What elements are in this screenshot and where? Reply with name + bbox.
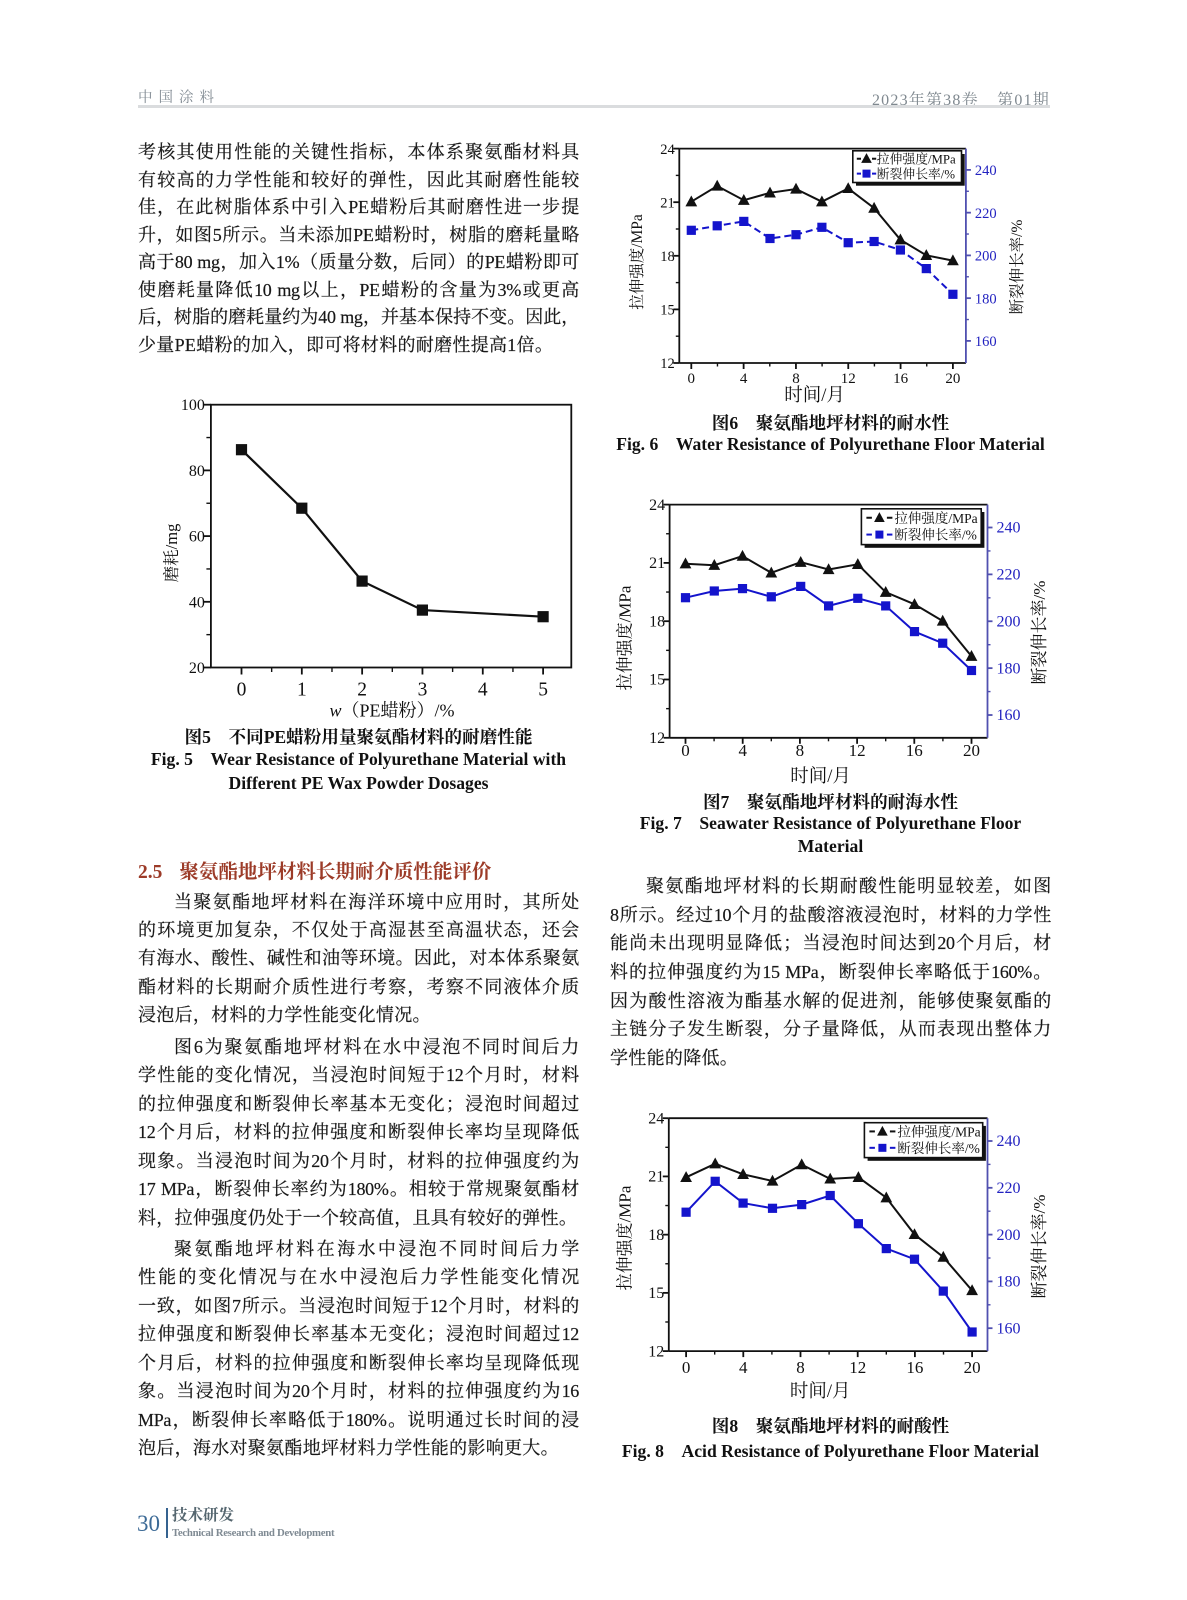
svg-text:0: 0 bbox=[237, 680, 247, 701]
svg-text:拉伸强度/MPa: 拉伸强度/MPa bbox=[897, 1123, 980, 1139]
svg-text:4: 4 bbox=[739, 1358, 748, 1377]
svg-text:8: 8 bbox=[796, 1358, 805, 1377]
svg-text:1: 1 bbox=[297, 680, 307, 701]
svg-text:2: 2 bbox=[357, 680, 367, 701]
svg-text:磨耗/mg: 磨耗/mg bbox=[162, 524, 181, 583]
svg-text:20: 20 bbox=[964, 1358, 981, 1377]
svg-text:200: 200 bbox=[997, 1227, 1021, 1244]
svg-text:21: 21 bbox=[660, 195, 675, 211]
svg-text:0: 0 bbox=[682, 1358, 691, 1377]
svg-text:0: 0 bbox=[688, 371, 696, 387]
svg-text:12: 12 bbox=[648, 1343, 664, 1360]
svg-text:断裂伸长率/%: 断裂伸长率/% bbox=[1008, 220, 1026, 315]
svg-text:4: 4 bbox=[740, 371, 748, 387]
svg-text:21: 21 bbox=[649, 555, 665, 572]
svg-text:21: 21 bbox=[648, 1169, 664, 1186]
svg-text:12: 12 bbox=[660, 356, 675, 372]
svg-text:0: 0 bbox=[681, 741, 690, 760]
svg-text:拉伸强度/MPa: 拉伸强度/MPa bbox=[628, 214, 646, 310]
svg-text:240: 240 bbox=[997, 520, 1021, 537]
svg-text:12: 12 bbox=[841, 371, 856, 387]
svg-text:4: 4 bbox=[738, 741, 747, 760]
svg-text:100: 100 bbox=[181, 397, 205, 414]
svg-text:220: 220 bbox=[997, 1180, 1021, 1197]
svg-text:180: 180 bbox=[997, 660, 1021, 677]
svg-text:16: 16 bbox=[893, 371, 909, 387]
svg-text:20: 20 bbox=[963, 741, 980, 760]
svg-text:240: 240 bbox=[997, 1133, 1021, 1150]
svg-text:24: 24 bbox=[649, 497, 665, 514]
svg-text:w（PE蜡粉）/%: w（PE蜡粉）/% bbox=[329, 701, 454, 721]
svg-text:220: 220 bbox=[975, 206, 997, 222]
svg-text:断裂伸长率/%: 断裂伸长率/% bbox=[1030, 1195, 1049, 1299]
svg-text:12: 12 bbox=[649, 730, 665, 747]
svg-text:断裂伸长率/%: 断裂伸长率/% bbox=[894, 527, 977, 543]
svg-text:4: 4 bbox=[478, 680, 488, 701]
svg-text:18: 18 bbox=[648, 1227, 664, 1244]
svg-text:18: 18 bbox=[649, 613, 665, 630]
svg-text:时间/月: 时间/月 bbox=[790, 766, 851, 787]
svg-text:16: 16 bbox=[906, 1358, 923, 1377]
svg-text:18: 18 bbox=[660, 249, 675, 265]
svg-text:40: 40 bbox=[189, 594, 205, 611]
svg-text:时间/月: 时间/月 bbox=[784, 385, 845, 406]
svg-text:拉伸强度/MPa: 拉伸强度/MPa bbox=[616, 585, 635, 690]
svg-text:12: 12 bbox=[849, 741, 866, 760]
svg-text:15: 15 bbox=[649, 672, 665, 689]
svg-text:80: 80 bbox=[189, 463, 205, 480]
svg-text:8: 8 bbox=[792, 371, 800, 387]
svg-text:20: 20 bbox=[189, 660, 205, 677]
svg-text:时间/月: 时间/月 bbox=[790, 1381, 851, 1402]
svg-text:拉伸强度/MPa: 拉伸强度/MPa bbox=[877, 152, 956, 167]
svg-text:断裂伸长率/%: 断裂伸长率/% bbox=[877, 167, 956, 182]
svg-text:240: 240 bbox=[975, 163, 997, 179]
svg-text:200: 200 bbox=[975, 249, 997, 265]
svg-text:15: 15 bbox=[660, 303, 675, 319]
svg-text:12: 12 bbox=[849, 1358, 866, 1377]
svg-text:60: 60 bbox=[189, 529, 205, 546]
svg-text:断裂伸长率/%: 断裂伸长率/% bbox=[897, 1140, 980, 1156]
svg-text:220: 220 bbox=[997, 567, 1021, 584]
svg-text:15: 15 bbox=[648, 1285, 664, 1302]
svg-text:160: 160 bbox=[997, 1320, 1021, 1337]
svg-text:8: 8 bbox=[796, 741, 805, 760]
svg-text:160: 160 bbox=[975, 334, 997, 350]
svg-text:16: 16 bbox=[906, 741, 923, 760]
svg-text:20: 20 bbox=[945, 371, 960, 387]
svg-text:24: 24 bbox=[660, 142, 675, 158]
svg-text:断裂伸长率/%: 断裂伸长率/% bbox=[1030, 581, 1049, 685]
svg-text:拉伸强度/MPa: 拉伸强度/MPa bbox=[894, 510, 977, 526]
svg-text:24: 24 bbox=[648, 1110, 664, 1127]
svg-text:200: 200 bbox=[997, 613, 1021, 630]
svg-text:5: 5 bbox=[538, 680, 548, 701]
svg-text:180: 180 bbox=[975, 291, 997, 307]
svg-text:180: 180 bbox=[997, 1274, 1021, 1291]
svg-text:3: 3 bbox=[418, 680, 428, 701]
svg-text:160: 160 bbox=[997, 707, 1021, 724]
svg-text:拉伸强度/MPa: 拉伸强度/MPa bbox=[616, 1185, 635, 1290]
